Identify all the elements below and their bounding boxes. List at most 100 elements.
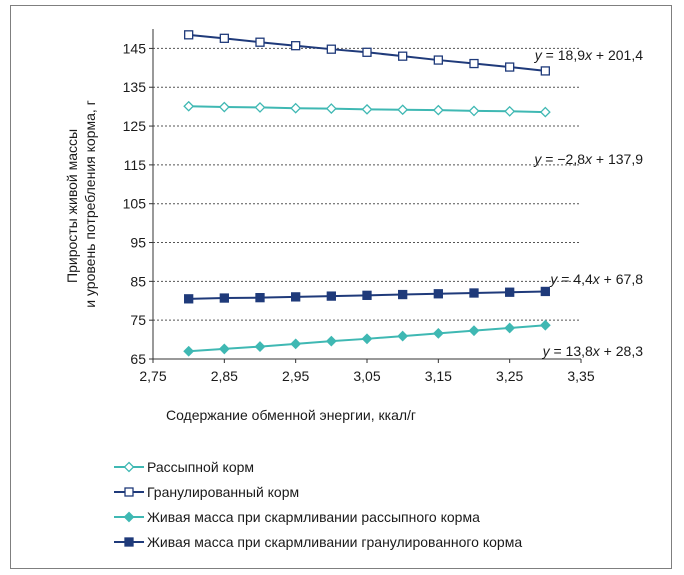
data-point (433, 55, 443, 65)
trend-equation-4: y = 4,4x + 67,8 (549, 271, 643, 287)
data-point (505, 62, 515, 72)
x-tick-label: 2,75 (139, 368, 166, 384)
x-tick-label: 3,05 (353, 368, 380, 384)
gridlines (153, 47, 581, 321)
y-tick-label: 125 (123, 118, 147, 134)
legend-label: Живая масса при скармливании гранулирова… (147, 534, 522, 550)
data-point (362, 47, 372, 57)
legend-marker (124, 537, 134, 547)
data-point (255, 293, 265, 303)
series-lines (188, 33, 546, 353)
data-point (468, 105, 480, 117)
data-point (184, 294, 194, 304)
data-point (397, 104, 409, 116)
data-point (540, 286, 550, 297)
equation-part: x (584, 151, 593, 167)
legend-marker (123, 461, 135, 473)
data-point (326, 44, 336, 54)
y-tick-label: 135 (123, 79, 147, 95)
data-point (254, 102, 266, 113)
data-point (325, 103, 337, 115)
equation-part: y (549, 271, 558, 287)
y-axis-title-line-1: Приросты живой массы (64, 129, 80, 283)
legend-label: Рассыпной корм (147, 459, 254, 475)
y-tick-label: 65 (130, 351, 146, 367)
trend-equations: y = −2,8x + 137,9y = 18,9x + 201,4y = 13… (533, 47, 643, 359)
data-point (539, 106, 551, 118)
equation-part: = 4,4 (557, 271, 593, 287)
data-point (469, 58, 479, 69)
y-tick-label: 95 (130, 235, 146, 251)
y-tick-label: 105 (123, 196, 147, 212)
y-tick-label: 85 (130, 273, 146, 289)
legend-marker (123, 511, 135, 523)
data-point (255, 37, 265, 47)
series-markers (183, 30, 551, 357)
trend-equation-2: y = 18,9x + 201,4 (534, 47, 643, 63)
x-tick-label: 3,15 (425, 368, 452, 384)
data-point (218, 101, 230, 113)
y-tick-label: 115 (124, 157, 147, 173)
x-tick-label: 2,85 (211, 368, 238, 384)
chart-frame: 65 75 85 95 105 115 125 135 145 2,75 2,85 2,95 3,05 3… (10, 5, 672, 569)
equation-part: y (533, 151, 542, 167)
equation-part: x (584, 47, 593, 63)
x-tick-label: 3,35 (567, 368, 594, 384)
x-tick-label: 3,25 (496, 368, 523, 384)
tick-labels: 65 75 85 95 105 115 125 135 145 2,75 2,85 2,95 3,05 3… (123, 40, 595, 384)
data-point (219, 33, 229, 43)
equation-part: + 137,9 (592, 151, 643, 167)
y-tick-label: 75 (130, 312, 146, 328)
legend-item-3: Живая масса при скармливании рассыпного … (114, 509, 480, 525)
data-point (326, 291, 336, 301)
equation-part: x (592, 343, 601, 359)
data-point (398, 289, 408, 300)
data-point (505, 287, 515, 297)
data-point (218, 343, 230, 355)
legend: Рассыпной корм Гранулированный корм Живая … (114, 459, 522, 550)
data-point (325, 335, 337, 347)
legend-label: Гранулированный корм (147, 484, 299, 500)
data-point (432, 104, 444, 116)
data-point (504, 322, 516, 334)
legend-item-1: Рассыпной корм (114, 459, 254, 475)
equation-part: = −2,8 (541, 151, 585, 167)
data-point (361, 103, 373, 115)
data-point (184, 30, 194, 40)
data-point (504, 105, 516, 117)
equation-part: = 18,9 (542, 47, 585, 63)
data-point (290, 102, 302, 114)
trend-equation-3: y = 13,8x + 28,3 (542, 343, 644, 359)
data-point (219, 293, 229, 303)
data-point (468, 325, 480, 337)
data-point (183, 100, 195, 112)
chart-svg: 65 75 85 95 105 115 125 135 145 2,75 2,85 2,95 3,05 3… (64, 29, 643, 550)
legend-item-2: Гранулированный корм (114, 484, 299, 500)
data-point (291, 292, 301, 302)
x-axis-title: Содержание обменной энергии, ккал/г (166, 407, 416, 423)
equation-part: + 28,3 (600, 343, 643, 359)
data-point (183, 345, 195, 357)
data-point (254, 341, 266, 352)
y-axis-title: Приросты живой массы и уровень потреблен… (64, 100, 98, 308)
equation-part: + 201,4 (592, 47, 643, 63)
legend-marker (124, 487, 134, 497)
trend-equation-1: y = −2,8x + 137,9 (533, 151, 643, 167)
data-point (432, 327, 444, 339)
data-point (469, 288, 479, 298)
equation-part: = 13,8 (550, 343, 593, 359)
x-tick-label: 2,95 (282, 368, 309, 384)
equation-part: + 67,8 (600, 271, 643, 287)
equation-part: y (542, 343, 551, 359)
data-point (290, 338, 302, 350)
data-point (398, 51, 408, 61)
y-tick-label: 145 (123, 40, 147, 56)
data-point (362, 290, 372, 300)
data-point (539, 319, 551, 331)
equation-part: x (592, 271, 601, 287)
data-point (433, 289, 443, 299)
legend-label: Живая масса при скармливании рассыпного … (147, 509, 480, 525)
equation-part: y (534, 47, 543, 63)
axes (149, 29, 582, 363)
data-point (291, 41, 301, 51)
